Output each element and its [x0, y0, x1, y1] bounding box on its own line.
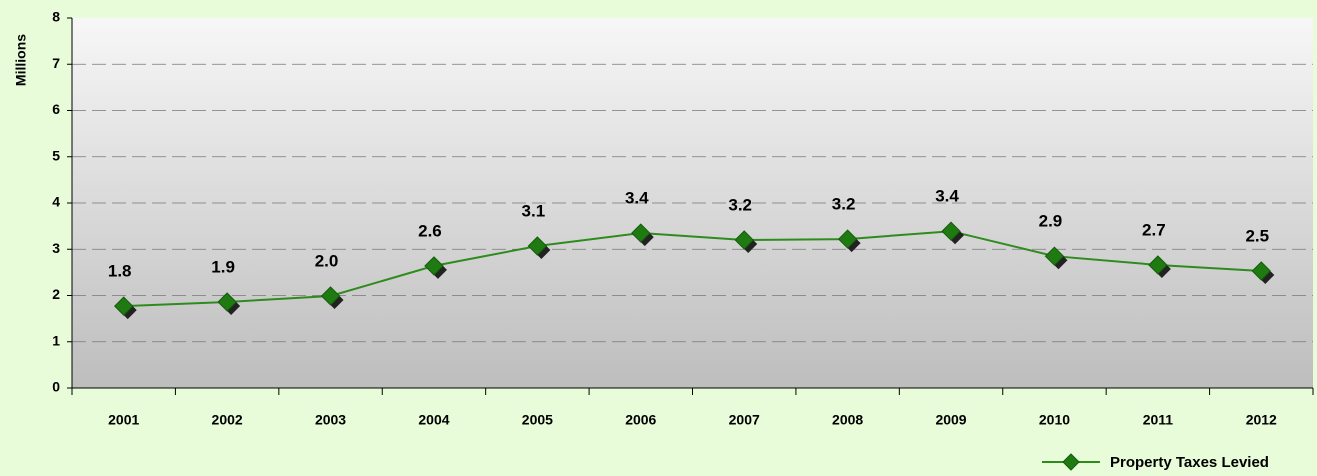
y-tick-label: 6 [52, 101, 60, 117]
x-tick-label: 2010 [1039, 412, 1070, 428]
legend-marker [1062, 453, 1080, 471]
y-tick-label: 4 [52, 194, 60, 210]
marker [527, 236, 548, 256]
data-label: 3.4 [625, 189, 649, 208]
x-tick-label: 2006 [625, 412, 656, 428]
marker [941, 221, 961, 241]
legend-label: Property Taxes Levied [1110, 454, 1269, 471]
y-tick-label: 1 [52, 332, 60, 348]
marker [114, 296, 134, 316]
data-label: 2.0 [315, 251, 339, 270]
data-label: 3.2 [832, 195, 856, 214]
x-tick-label: 2005 [522, 412, 553, 428]
data-label: 2.7 [1142, 220, 1166, 239]
marker [631, 223, 651, 243]
marker [320, 286, 341, 306]
y-tick-label: 7 [52, 55, 60, 71]
data-label: 3.1 [522, 201, 546, 220]
x-tick-label: 2001 [108, 412, 139, 428]
data-label: 2.9 [1039, 212, 1063, 231]
x-tick-label: 2007 [729, 412, 760, 428]
marker [734, 230, 754, 250]
y-tick-label: 5 [52, 147, 60, 163]
x-tick-label: 2004 [418, 412, 449, 428]
marker [837, 229, 858, 249]
marker [217, 292, 237, 312]
x-tick-label: 2002 [212, 412, 243, 428]
x-tick-label: 2011 [1143, 412, 1174, 428]
data-label: 2.5 [1245, 226, 1269, 245]
series-line [123, 230, 1262, 308]
x-tick-label: 2008 [832, 412, 863, 428]
data-label: 3.4 [935, 187, 959, 206]
x-tick-label: 2009 [935, 412, 966, 428]
y-tick-label: 0 [52, 379, 60, 395]
data-label: 3.2 [728, 195, 752, 214]
x-tick-label: 2003 [315, 412, 346, 428]
marker [1044, 246, 1065, 266]
marker [1251, 261, 1271, 281]
y-tick-label: 3 [52, 240, 60, 256]
data-label: 2.6 [418, 221, 442, 240]
y-tick-label: 2 [52, 286, 60, 302]
x-tick-label: 2012 [1246, 412, 1277, 428]
y-axis-title: Millions [13, 34, 29, 86]
marker [1148, 255, 1168, 275]
y-tick-label: 8 [52, 9, 60, 25]
data-label: 1.8 [108, 262, 132, 281]
data-label: 1.9 [211, 257, 235, 276]
marker [424, 256, 444, 276]
